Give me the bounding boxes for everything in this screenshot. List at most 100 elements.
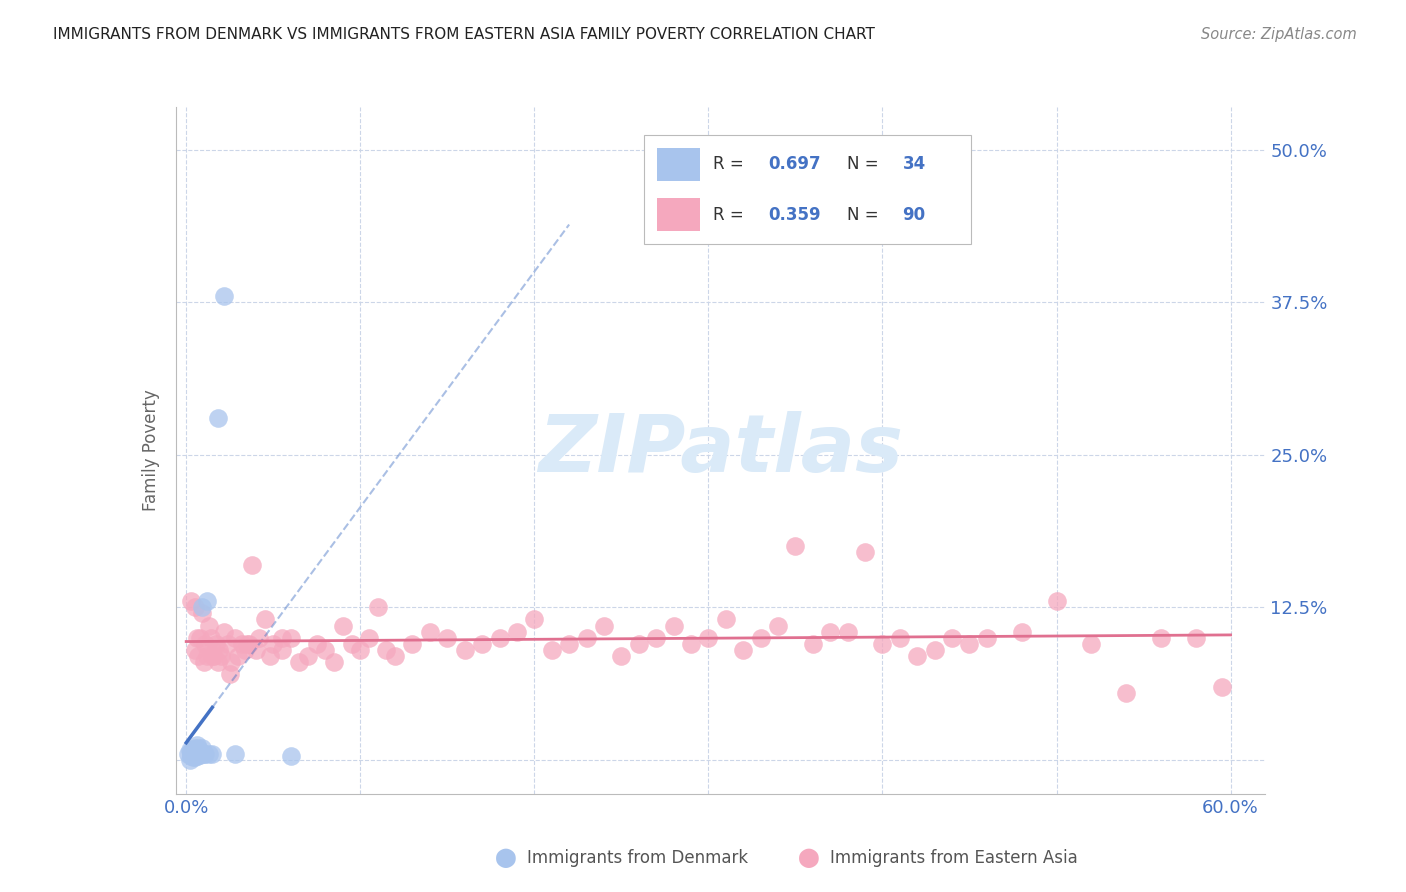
Point xyxy=(184,600,207,615)
Point xyxy=(332,618,354,632)
Point xyxy=(375,643,398,657)
Point xyxy=(184,747,207,762)
Point xyxy=(506,624,529,639)
Point xyxy=(224,631,246,645)
Point xyxy=(1211,680,1233,694)
Point xyxy=(217,637,239,651)
Point xyxy=(1184,631,1206,645)
Point xyxy=(662,618,685,632)
Point xyxy=(193,655,215,669)
Point xyxy=(200,631,222,645)
Point xyxy=(976,631,998,645)
Point xyxy=(184,740,207,755)
Y-axis label: Family Poverty: Family Poverty xyxy=(142,390,160,511)
Point xyxy=(187,743,209,757)
Point xyxy=(853,545,876,559)
Text: N =: N = xyxy=(846,155,884,173)
Point xyxy=(314,643,336,657)
Point xyxy=(187,740,209,755)
Point xyxy=(202,648,225,663)
Point xyxy=(193,747,215,761)
Point xyxy=(679,637,702,651)
Point xyxy=(181,747,204,762)
FancyBboxPatch shape xyxy=(644,135,972,244)
Point xyxy=(401,637,423,651)
Text: ⬤: ⬤ xyxy=(495,848,517,868)
Point xyxy=(262,637,284,651)
Point xyxy=(198,618,221,632)
Point xyxy=(191,600,214,615)
Point xyxy=(188,631,211,645)
Text: Source: ZipAtlas.com: Source: ZipAtlas.com xyxy=(1201,27,1357,42)
Text: 0.359: 0.359 xyxy=(769,206,821,224)
Text: IMMIGRANTS FROM DENMARK VS IMMIGRANTS FROM EASTERN ASIA FAMILY POVERTY CORRELATI: IMMIGRANTS FROM DENMARK VS IMMIGRANTS FR… xyxy=(53,27,876,42)
Text: 34: 34 xyxy=(903,155,925,173)
Point xyxy=(1150,631,1173,645)
Point xyxy=(181,745,204,759)
Point xyxy=(214,624,236,639)
Point xyxy=(184,643,207,657)
Point xyxy=(872,637,894,651)
Point xyxy=(610,648,633,663)
Point xyxy=(195,594,218,608)
Text: ⬤: ⬤ xyxy=(797,848,820,868)
Point xyxy=(1045,594,1067,608)
Point xyxy=(198,747,221,761)
Point xyxy=(818,624,841,639)
Point xyxy=(207,411,229,425)
Point xyxy=(209,648,232,663)
Point xyxy=(357,631,380,645)
Point xyxy=(186,743,208,757)
Point xyxy=(488,631,510,645)
Text: Immigrants from Eastern Asia: Immigrants from Eastern Asia xyxy=(830,849,1077,867)
Point xyxy=(471,637,494,651)
Point xyxy=(186,738,208,752)
Point xyxy=(340,637,363,651)
Point xyxy=(645,631,668,645)
Text: 0.697: 0.697 xyxy=(769,155,821,173)
Point xyxy=(280,749,302,764)
Point xyxy=(186,747,208,761)
Point xyxy=(384,648,406,663)
Point xyxy=(733,643,755,657)
Point xyxy=(305,637,328,651)
Point xyxy=(186,749,208,764)
Point xyxy=(180,749,202,764)
Point xyxy=(201,747,224,761)
Point xyxy=(575,631,598,645)
Point xyxy=(186,631,208,645)
Point xyxy=(271,631,294,645)
Point xyxy=(214,289,236,303)
Point xyxy=(280,631,302,645)
Point xyxy=(240,558,263,572)
Text: R =: R = xyxy=(713,206,749,224)
Point xyxy=(245,643,267,657)
Point xyxy=(714,612,737,626)
Point xyxy=(785,539,807,553)
Point xyxy=(187,747,209,761)
Point xyxy=(191,607,214,621)
Bar xyxy=(658,148,700,181)
Text: Immigrants from Denmark: Immigrants from Denmark xyxy=(527,849,748,867)
Point xyxy=(180,594,202,608)
Point xyxy=(188,744,211,758)
Text: 90: 90 xyxy=(903,206,925,224)
Point xyxy=(697,631,720,645)
Point xyxy=(191,740,214,755)
Point xyxy=(224,747,246,761)
Point xyxy=(259,648,281,663)
Point xyxy=(221,655,243,669)
Point xyxy=(236,637,259,651)
Point xyxy=(271,643,294,657)
Point xyxy=(188,747,211,762)
Point xyxy=(187,648,209,663)
Point xyxy=(297,648,319,663)
Point xyxy=(218,667,240,681)
Point xyxy=(323,655,346,669)
Point xyxy=(905,648,928,663)
Point xyxy=(180,747,202,761)
Point xyxy=(837,624,859,639)
Point xyxy=(235,643,257,657)
Point xyxy=(540,643,562,657)
Point xyxy=(177,747,200,761)
